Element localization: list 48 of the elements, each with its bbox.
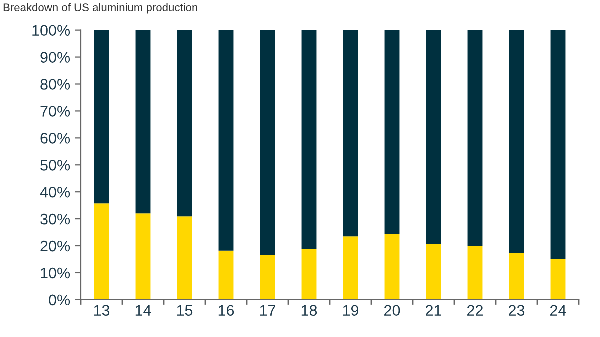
x-tick-label: 23 [509,305,525,316]
y-tick-label: 60% [40,133,70,144]
bar [550,30,566,259]
x-tick-label: 16 [218,305,234,316]
bar [302,30,317,250]
bar [343,30,358,237]
bar [136,214,151,300]
x-tick-label: 18 [302,305,318,316]
y-tick-label: 40% [40,186,70,198]
y-tick-label: 30% [40,214,70,225]
y-tick-label: 10% [41,268,70,279]
bar [94,30,110,204]
bar [218,30,234,251]
bar [426,30,442,244]
x-tick-label: 21 [426,305,442,316]
y-tick-label: 50% [40,160,70,171]
bar [94,204,110,300]
y-tick-label: 0% [49,294,70,306]
x-tick-label: 14 [136,305,152,316]
bar [177,216,192,300]
bar [468,246,483,300]
chart-title: Breakdown of US aluminium production [4,3,198,14]
x-tick-label: 20 [384,305,400,316]
y-tick-label: 80% [40,79,70,90]
y-tick-label: 100% [32,25,70,36]
y-tick-label: 70% [40,106,70,117]
y-tick-label: 20% [40,240,70,252]
bar [426,244,442,300]
bar [343,236,358,300]
bar [218,250,234,300]
x-tick-label: 24 [550,305,566,316]
bar [136,30,151,214]
bar [550,258,566,300]
x-tick-label: 17 [260,305,276,316]
bar [509,30,524,254]
bar [509,253,524,300]
bar [302,249,317,300]
y-tick-label: 90% [40,52,70,63]
x-tick-label: 19 [343,305,359,316]
bar [468,30,483,247]
bar [384,30,400,234]
bar [384,234,400,300]
x-tick-label: 15 [177,305,193,316]
bar [260,255,276,300]
x-tick-label: 13 [94,305,110,316]
bar [177,30,192,217]
bar [260,30,276,256]
x-tick-label: 22 [468,305,483,316]
